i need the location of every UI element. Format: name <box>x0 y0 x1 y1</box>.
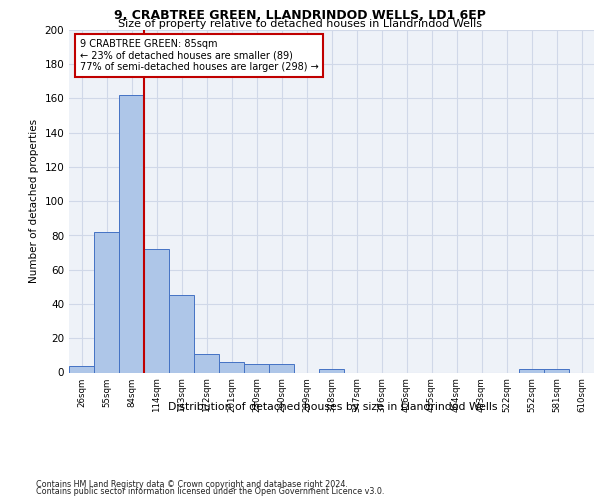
Text: Size of property relative to detached houses in Llandrindod Wells: Size of property relative to detached ho… <box>118 19 482 29</box>
Bar <box>219 362 244 372</box>
Text: 9, CRABTREE GREEN, LLANDRINDOD WELLS, LD1 6EP: 9, CRABTREE GREEN, LLANDRINDOD WELLS, LD… <box>114 9 486 22</box>
Bar <box>269 364 294 372</box>
Bar <box>144 249 169 372</box>
Text: Distribution of detached houses by size in Llandrindod Wells: Distribution of detached houses by size … <box>168 402 498 412</box>
Bar <box>244 364 269 372</box>
Text: Contains public sector information licensed under the Open Government Licence v3: Contains public sector information licen… <box>36 487 385 496</box>
Bar <box>119 95 144 372</box>
Text: Contains HM Land Registry data © Crown copyright and database right 2024.: Contains HM Land Registry data © Crown c… <box>36 480 348 489</box>
Y-axis label: Number of detached properties: Number of detached properties <box>29 119 39 284</box>
Bar <box>194 354 219 372</box>
Text: 9 CRABTREE GREEN: 85sqm
← 23% of detached houses are smaller (89)
77% of semi-de: 9 CRABTREE GREEN: 85sqm ← 23% of detache… <box>79 38 318 72</box>
Bar <box>544 369 569 372</box>
Bar <box>69 366 94 372</box>
Bar <box>319 369 344 372</box>
Bar <box>169 296 194 372</box>
Bar <box>94 232 119 372</box>
Bar <box>519 369 544 372</box>
